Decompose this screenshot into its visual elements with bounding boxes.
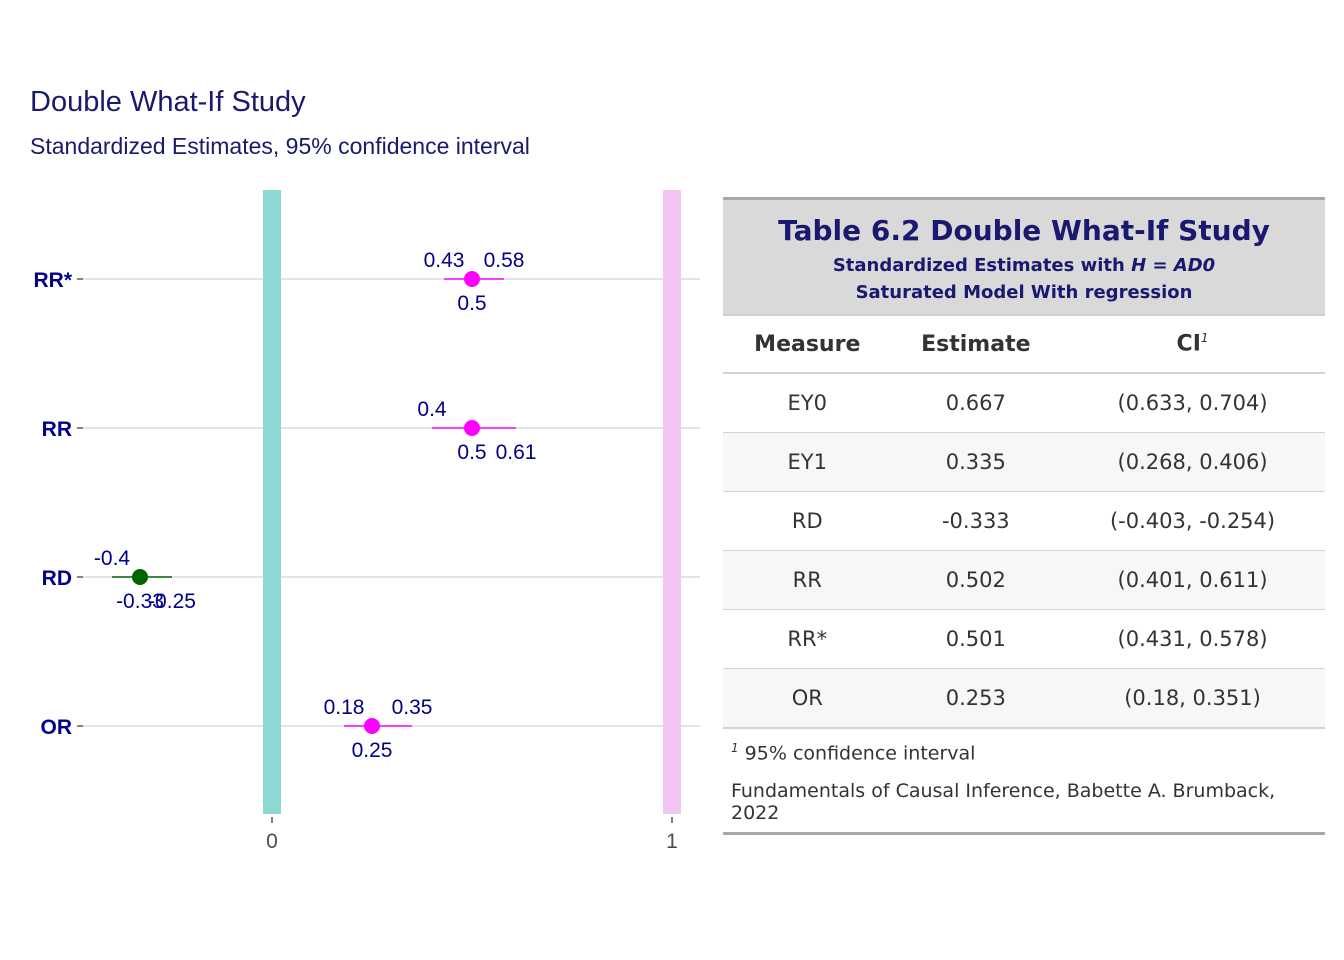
- x-tick-label: 1: [666, 830, 678, 853]
- estimate-label: 0.25: [352, 739, 393, 762]
- y-tick-label: OR: [41, 716, 73, 739]
- table-row: RD -0.333 (-0.403, -0.254): [723, 491, 1325, 551]
- column-header-measure: Measure: [723, 316, 892, 374]
- column-header-estimate: Estimate: [891, 316, 1061, 374]
- table-source-note: Fundamentals of Causal Inference, Babett…: [723, 768, 1325, 836]
- table-subtitle: Standardized Estimates with H = AD0: [723, 252, 1325, 279]
- chart-title: Double What-If Study: [30, 86, 306, 118]
- cell-estimate: -0.333: [891, 491, 1061, 551]
- cell-estimate: 0.502: [891, 550, 1061, 610]
- x-tick-label: 0: [266, 830, 278, 853]
- ci-upper-label: 0.35: [392, 696, 433, 719]
- column-header-row: Measure Estimate CI1: [723, 316, 1325, 374]
- cell-estimate: 0.253: [891, 668, 1061, 729]
- column-header-ci-label: CI: [1176, 331, 1201, 357]
- cell-ci: (0.431, 0.578): [1060, 609, 1325, 669]
- table-subtitle-formula: H = AD0: [1131, 255, 1216, 276]
- cell-measure: EY0: [723, 373, 892, 433]
- estimate-point: [464, 271, 480, 287]
- column-header-ci: CI1: [1060, 316, 1325, 374]
- cell-measure: RD: [723, 491, 892, 551]
- cell-estimate: 0.335: [891, 432, 1061, 492]
- y-tick-label: RD: [42, 567, 72, 590]
- cell-ci: (0.633, 0.704): [1060, 373, 1325, 433]
- cell-ci: (0.268, 0.406): [1060, 432, 1325, 492]
- y-tick-label: RR*: [33, 269, 72, 292]
- ci-lower-label: 0.18: [324, 696, 365, 719]
- ci-lower-label: 0.43: [424, 249, 465, 272]
- table-title: Table 6.2 Double What-If Study: [778, 214, 1270, 247]
- estimate-point: [132, 569, 148, 585]
- estimate-point: [364, 718, 380, 734]
- table-row: EY0 0.667 (0.633, 0.704): [723, 373, 1325, 433]
- table-row: OR 0.253 (0.18, 0.351): [723, 668, 1325, 729]
- cell-measure: RR: [723, 550, 892, 610]
- reference-line: [663, 190, 681, 814]
- ci-footnote-mark: 1: [1200, 331, 1209, 346]
- cell-measure: OR: [723, 668, 892, 729]
- estimate-point: [464, 420, 480, 436]
- reference-line: [263, 190, 281, 814]
- results-table: Table 6.2 Double What-If Study Standardi…: [723, 197, 1325, 836]
- forest-plot: OR RD RR RR* 0 1 0.18 0.25 0.35 -0.4 -0.33-0.25 0.4…: [33, 190, 700, 853]
- y-tick-label: RR: [42, 418, 72, 441]
- ci-lower-label: 0.4: [417, 398, 447, 421]
- cell-ci: (0.401, 0.611): [1060, 550, 1325, 610]
- table-subtitle-text: Standardized Estimates with: [832, 255, 1132, 276]
- table-row: RR 0.502 (0.401, 0.611): [723, 550, 1325, 610]
- chart-subtitle: Standardized Estimates, 95% confidence i…: [30, 133, 530, 159]
- estimate-label: 0.5: [457, 292, 486, 315]
- ci-upper-label: 0.61: [496, 441, 537, 464]
- table-row: RR* 0.501 (0.431, 0.578): [723, 609, 1325, 669]
- cell-ci: (-0.403, -0.254): [1060, 491, 1325, 551]
- ci-lower-label: -0.4: [94, 547, 131, 570]
- estimates-table: Measure Estimate CI1 EY0 0.667 (0.633, 0.7…: [723, 316, 1325, 729]
- footnote-mark: 1: [731, 741, 739, 755]
- estimate-label: 0.5: [457, 441, 486, 464]
- estimate-label: -0.33: [116, 590, 164, 613]
- cell-estimate: 0.667: [891, 373, 1061, 433]
- cell-measure: RR*: [723, 609, 892, 669]
- ci-upper-label: 0.58: [484, 249, 525, 272]
- cell-estimate: 0.501: [891, 609, 1061, 669]
- table-subtitle-2: Saturated Model With regression: [855, 282, 1193, 303]
- ci-upper-label: -0.25: [148, 590, 196, 613]
- cell-ci: (0.18, 0.351): [1060, 668, 1325, 729]
- table-header: Table 6.2 Double What-If Study Standardi…: [723, 197, 1325, 316]
- cell-measure: EY1: [723, 432, 892, 492]
- table-row: EY1 0.335 (0.268, 0.406): [723, 432, 1325, 492]
- footnote-text: 95% confidence interval: [738, 742, 976, 765]
- table-footnote: 1 95% confidence interval: [723, 729, 1325, 768]
